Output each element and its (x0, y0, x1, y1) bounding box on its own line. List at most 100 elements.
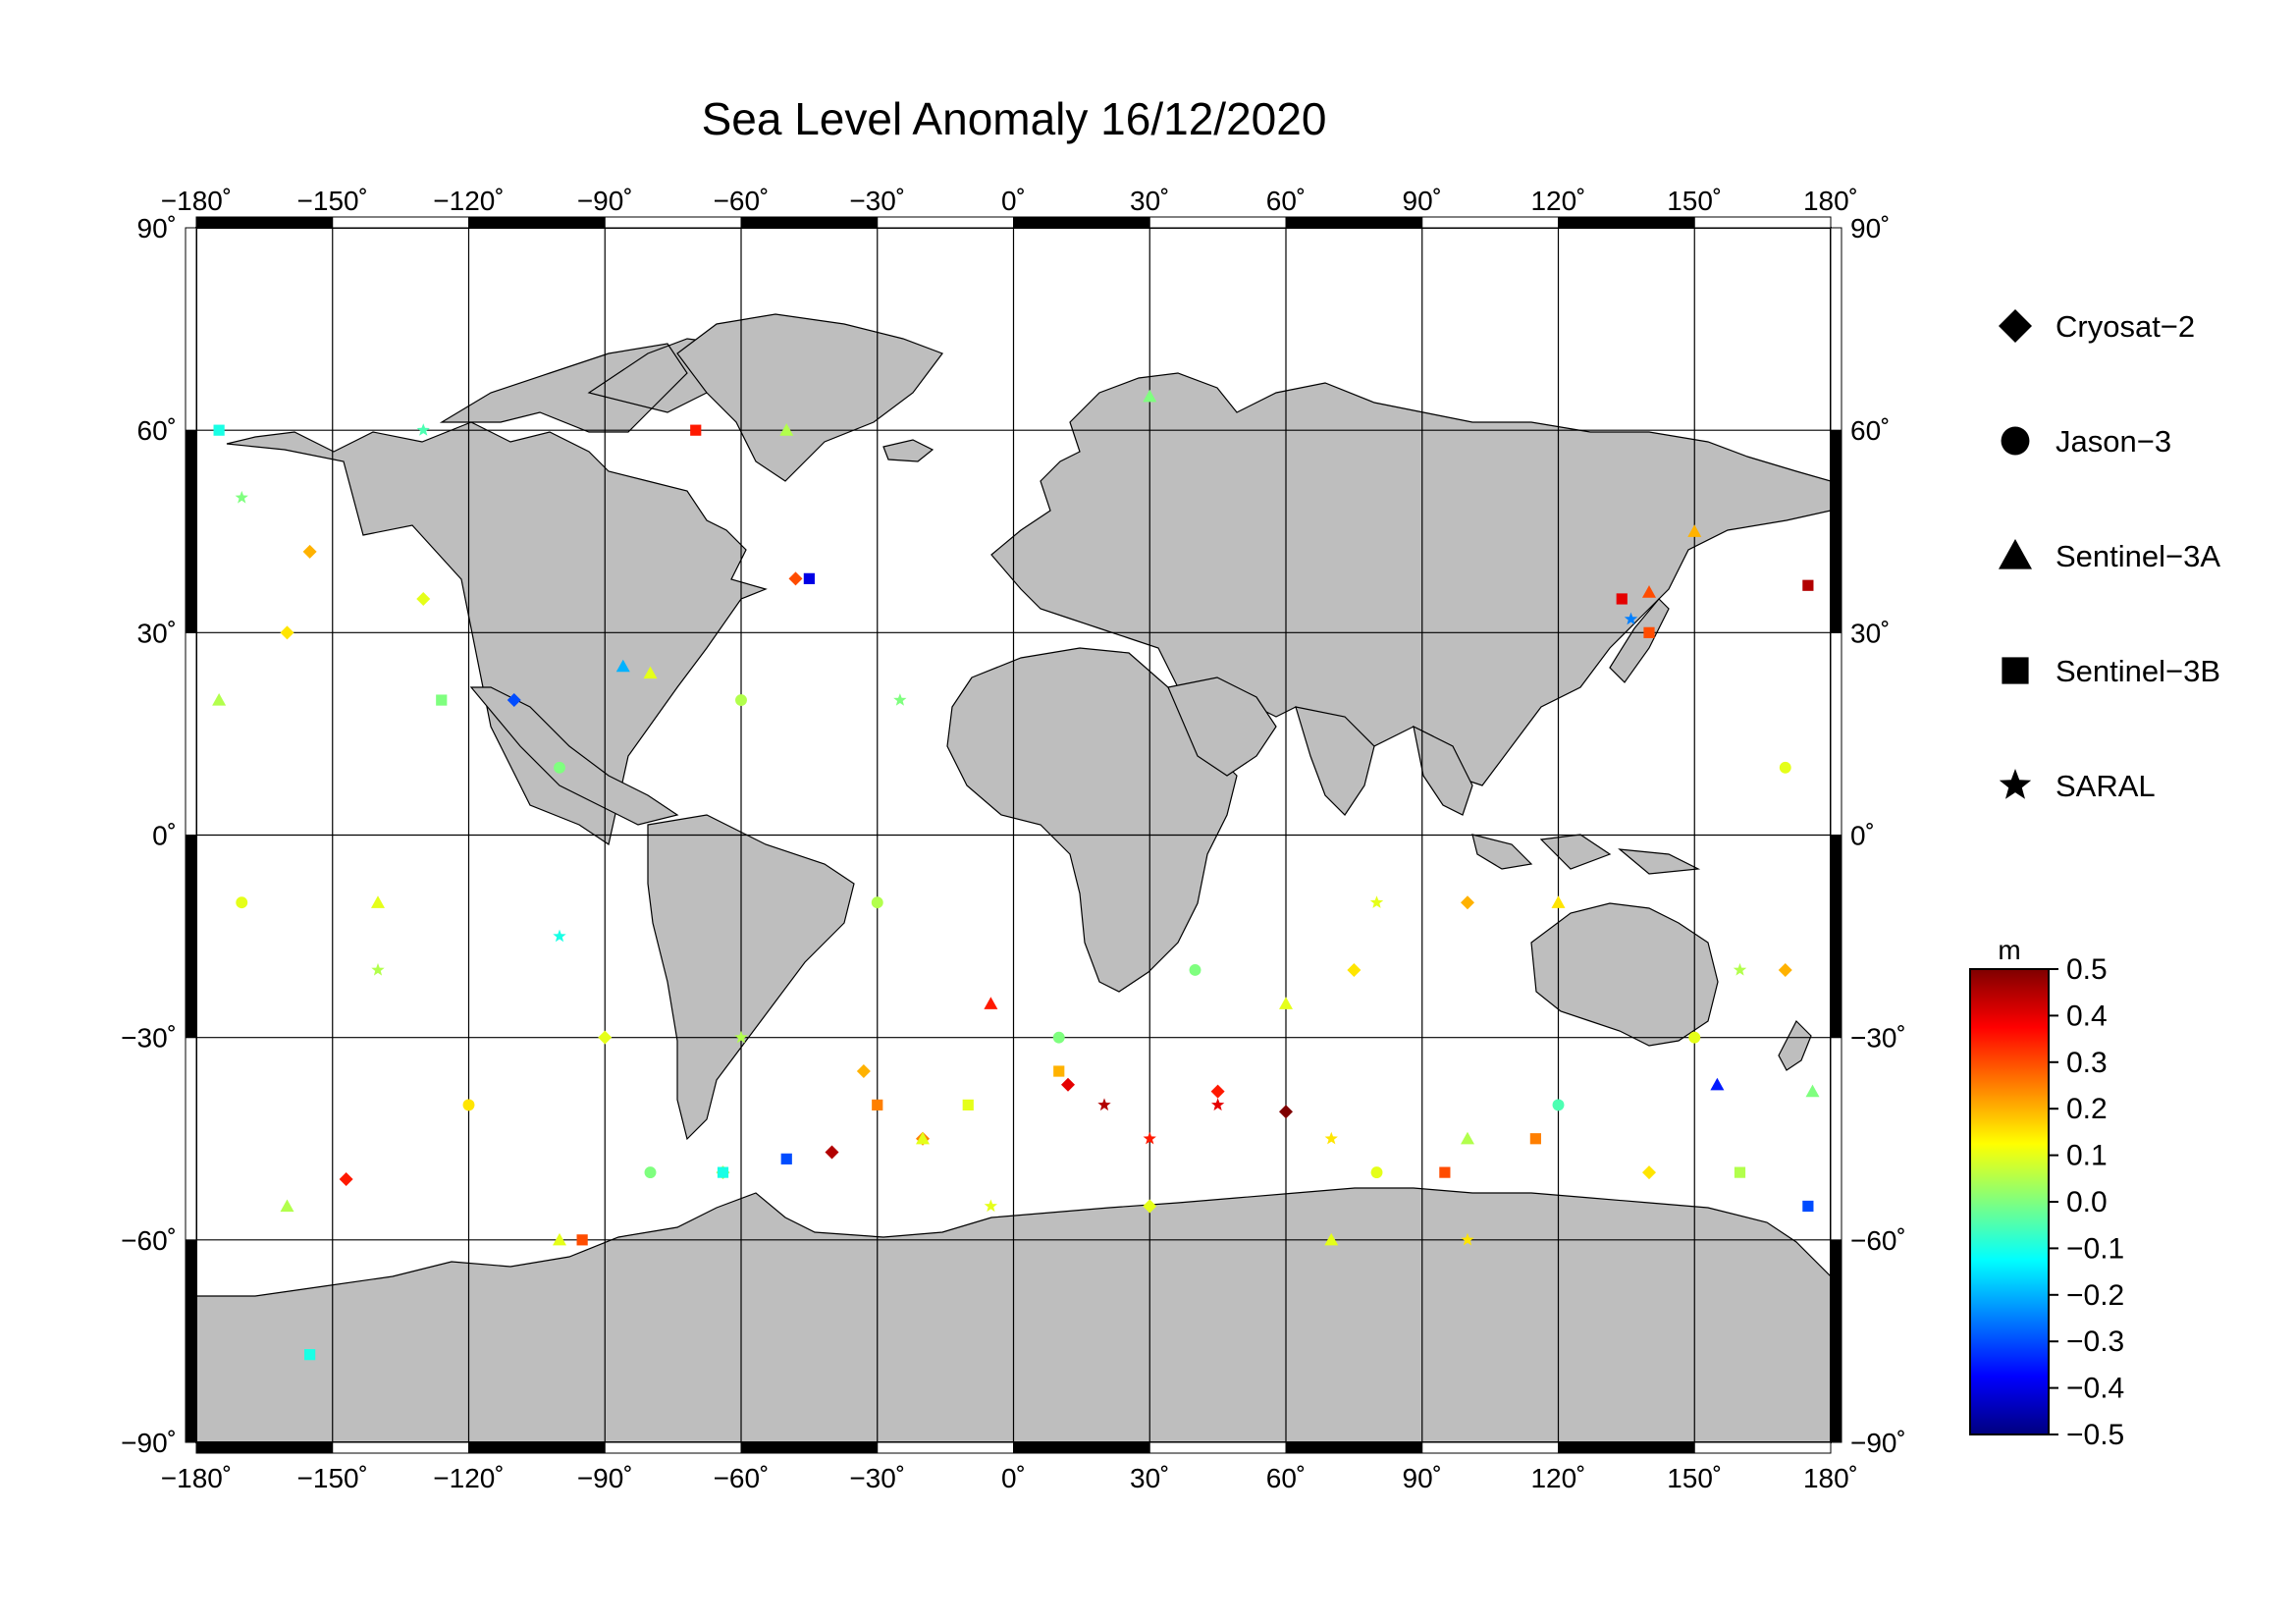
square-marker (1643, 626, 1655, 638)
lat-tick-label: −30˚ (1850, 1023, 1906, 1054)
new-zealand-land (1778, 1019, 1812, 1071)
square-marker (436, 694, 448, 706)
square-marker (1802, 1200, 1814, 1213)
lon-tick-label: −90˚ (577, 1463, 633, 1493)
triangle-marker (1642, 585, 1656, 598)
arabia-land (1167, 676, 1277, 777)
lat-tick-label: −60˚ (121, 1225, 177, 1256)
legend-label: SARAL (2056, 769, 2156, 803)
diamond-marker (416, 591, 431, 606)
circle-marker (1552, 1099, 1565, 1111)
diamond-marker (1642, 1165, 1656, 1180)
star-marker (734, 1030, 748, 1044)
triangle-marker (643, 666, 658, 679)
frame-segment (1693, 1441, 1832, 1454)
star-marker (1624, 612, 1638, 625)
lat-tick-label: 0˚ (1850, 821, 1875, 851)
colorbar-tick-label: −0.1 (2066, 1232, 2124, 1265)
diamond-marker (1143, 1199, 1157, 1214)
colorbar: m 0.5 0.4 0.3 0.2 0.1 0.0 −0.1 −0.2 −0.3 −0.4 −0.5 (1969, 935, 2124, 1451)
triangle-marker (1710, 1077, 1725, 1091)
circle-marker (735, 694, 747, 707)
lon-tick-label: −150˚ (297, 186, 368, 216)
lon-tick-label: −30˚ (849, 186, 905, 216)
lon-tick-label: −60˚ (714, 186, 770, 216)
frame-segment (604, 216, 742, 229)
frame-segment (185, 1037, 197, 1241)
frame-segment (1830, 1037, 1842, 1241)
lon-tick-label: 180˚ (1803, 1463, 1858, 1493)
lon-tick-label: −120˚ (433, 186, 504, 216)
circle-marker (1189, 963, 1201, 976)
frame-segment (1285, 1441, 1423, 1454)
lon-tick-label: 150˚ (1667, 1463, 1722, 1493)
colorbar-gradient (1969, 968, 2050, 1435)
star-marker (416, 423, 430, 436)
square-marker (690, 424, 702, 436)
diamond-marker (339, 1171, 353, 1186)
frame-segment (468, 216, 606, 229)
diamond-marker (598, 1030, 613, 1045)
lat-tick-label: −90˚ (1850, 1428, 1906, 1458)
colorbar-tick-label: −0.5 (2066, 1419, 2124, 1451)
diamond-marker (280, 625, 294, 640)
colorbar-tick-label: −0.4 (2066, 1373, 2124, 1405)
frame-segment (1693, 216, 1832, 229)
lat-tick-label: −90˚ (121, 1428, 177, 1458)
diamond-marker (1461, 895, 1474, 910)
lon-tick-label: 60˚ (1266, 1463, 1306, 1493)
star-marker (371, 962, 385, 976)
star-marker (1211, 1098, 1225, 1111)
colorbar-tick-label: 0.1 (2066, 1140, 2108, 1172)
frame-segment (1830, 1239, 1842, 1443)
triangle-marker (779, 423, 794, 436)
frame-segment (877, 216, 1014, 229)
lon-tick-label: −180˚ (161, 1463, 232, 1493)
lon-tick-label: 120˚ (1530, 186, 1585, 216)
lon-tick-label: 0˚ (1001, 1463, 1026, 1493)
lon-tick-label: 0˚ (1001, 186, 1026, 216)
colorbar-tick-label: 0.0 (2066, 1186, 2108, 1218)
japan-land (1609, 598, 1670, 683)
southeast-asia-land (1413, 725, 1473, 816)
diamond-marker (1778, 962, 1792, 977)
frame-segment (604, 1441, 742, 1454)
triangle-marker (1687, 524, 1702, 537)
frame-segment (1013, 216, 1150, 229)
lon-tick-label: 30˚ (1130, 186, 1169, 216)
star-marker (1461, 1232, 1474, 1246)
frame-segment (740, 216, 879, 229)
frame-segment (1421, 1441, 1559, 1454)
altimetry-points (212, 389, 1820, 1361)
colorbar-tick-label: 0.2 (2066, 1093, 2108, 1125)
chart-title: Sea Level Anomaly 16/12/2020 (702, 93, 1327, 144)
lon-tick-label: 90˚ (1403, 186, 1442, 216)
lon-tick-label: 90˚ (1403, 1463, 1442, 1493)
mexico-central-america-land (469, 686, 679, 826)
legend-label: Sentinel−3A (2056, 539, 2220, 573)
frame-segment (1148, 1441, 1287, 1454)
circle-legend-icon (2001, 426, 2030, 456)
colorbar-tick-label: −0.3 (2066, 1325, 2124, 1358)
indonesia-land (1471, 834, 1701, 875)
lat-tick-label: −60˚ (1850, 1225, 1906, 1256)
greenland-land (676, 313, 943, 482)
star-marker (235, 490, 248, 504)
triangle-marker (1143, 389, 1157, 403)
triangle-marker (615, 659, 630, 673)
frame-segment (195, 1441, 334, 1454)
triangle-marker (1279, 997, 1293, 1009)
triangle-marker (553, 1232, 566, 1246)
lat-tick-label: 90˚ (137, 213, 177, 243)
legend-label: Cryosat−2 (2056, 309, 2195, 344)
lon-tick-label: −120˚ (433, 1463, 504, 1493)
star-marker (1097, 1098, 1111, 1111)
frame-segment (185, 227, 197, 431)
circle-marker (554, 761, 565, 774)
square-marker (717, 1166, 729, 1178)
triangle-marker (280, 1199, 294, 1213)
lat-tick-label: 60˚ (137, 415, 177, 446)
diamond-marker (788, 571, 803, 586)
lon-tick-label: −60˚ (714, 1463, 770, 1493)
diamond-marker (1210, 1084, 1225, 1099)
